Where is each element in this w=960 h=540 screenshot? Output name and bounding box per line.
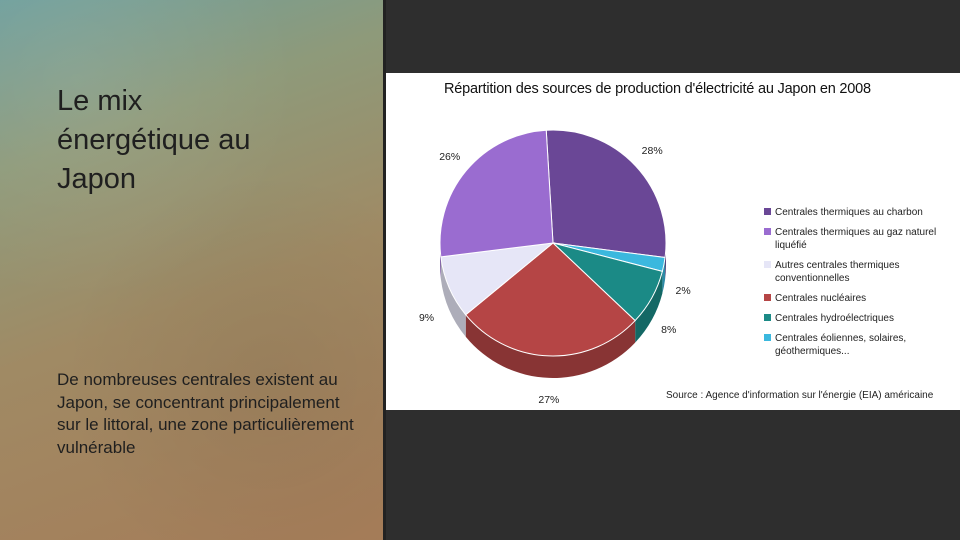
pie-slice-side [635,271,663,343]
chart-legend: Centrales thermiques au charbon Centrales… [764,206,954,365]
legend-swatch [764,228,771,235]
legend-label: Centrales nucléaires [775,293,867,304]
legend-item: Centrales nucléaires [764,292,954,305]
legend-item: Centrales hydroélectriques [764,312,954,325]
legend-label: Centrales thermiques au gaz naturel liqu… [775,227,937,251]
legend-swatch [764,334,771,341]
legend-item: Centrales thermiques au charbon [764,206,954,219]
legend-swatch [764,294,771,301]
slice-percent-label: 28% [641,144,663,157]
slide-body-text: De nombreuses centrales existent au Japo… [57,370,354,457]
legend-item: Centrales éoliennes, solaires, géothermi… [764,332,954,358]
slide-left-panel: Le mix énergétique au Japon De nombreuse… [0,0,385,540]
legend-swatch [764,314,771,321]
slice-percent-label: 9% [418,312,435,325]
legend-item: Centrales thermiques au gaz naturel liqu… [764,226,954,252]
panel-divider [383,0,386,540]
slice-percent-label: 8% [661,324,677,337]
legend-swatch [764,208,771,215]
slice-percent-label: 27% [538,393,560,406]
chart-title: Répartition des sources de production d'… [444,81,871,97]
pie-chart-svg [439,129,667,379]
slice-percent-label: 26% [439,150,461,163]
slide-title: Le mix énergétique au Japon [57,85,251,195]
pie-slice [545,129,667,259]
pie-slice-side [662,257,666,294]
slice-percent-label: 2% [675,284,691,297]
legend-label: Centrales éoliennes, solaires, géothermi… [775,333,907,357]
pie-chart-figure: Répartition des sources de production d'… [386,73,960,410]
pie-slice [465,242,636,357]
pie-slice [439,129,554,258]
legend-label: Centrales hydroélectriques [775,313,894,324]
legend-label: Autres centrales thermiques conventionne… [775,260,900,284]
chart-source: Source : Agence d'information sur l'éner… [666,390,934,401]
legend-label: Centrales thermiques au charbon [775,207,923,218]
pie-slice-side [465,314,636,379]
legend-item: Autres centrales thermiques conventionne… [764,259,954,285]
legend-swatch [764,261,771,268]
